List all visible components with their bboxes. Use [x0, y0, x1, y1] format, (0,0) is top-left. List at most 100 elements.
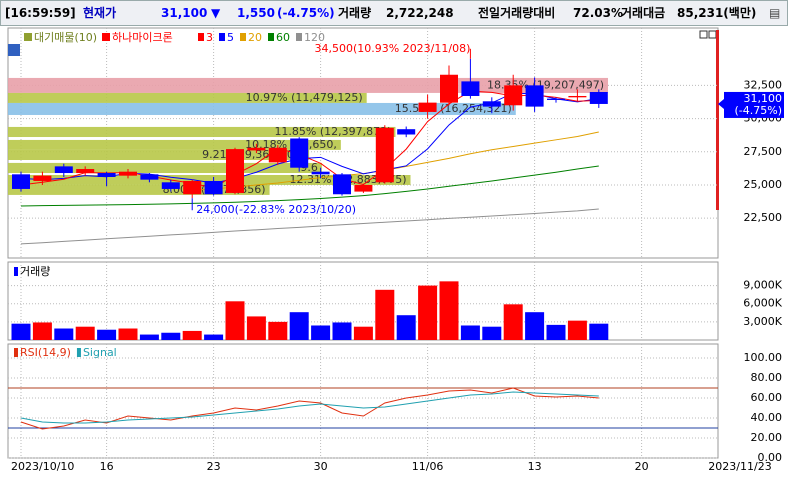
volume-bar [311, 325, 331, 340]
candle-body [247, 147, 266, 151]
y-tick-label: 25,000 [744, 178, 783, 191]
y-tick-label: 20.00 [751, 431, 783, 444]
profile-label: 11.85% (12,397,873) [274, 125, 391, 138]
y-tick-label: 6,000K [743, 297, 782, 310]
price: 31,100 [161, 6, 208, 20]
y-tick-label: 80.00 [751, 371, 783, 384]
volume-bar [139, 334, 159, 340]
candle-body [311, 171, 330, 175]
moving-average [20, 208, 599, 245]
candle-body [418, 102, 437, 112]
volume-bar [268, 321, 288, 340]
legend-box [240, 33, 246, 41]
volume-bar [332, 322, 352, 340]
price-label: 현재가 [83, 6, 117, 20]
legend-box [219, 33, 225, 41]
legend-rsi: RSI(14,9) [20, 346, 71, 359]
x-tick-label: 20 [635, 460, 649, 473]
price-tag-change: (-4.75%) [735, 104, 783, 117]
candle-body [161, 182, 180, 189]
menu-icon[interactable]: ▤ [769, 6, 781, 20]
volume-bar [11, 323, 31, 340]
x-tick-label: 13 [528, 460, 542, 473]
volume-bar [567, 320, 587, 340]
candle-body [204, 180, 223, 195]
moving-average [192, 131, 599, 191]
candle-body [268, 147, 287, 163]
profile-band [8, 175, 411, 185]
change-pct: (-4.75%) [277, 6, 335, 20]
volume-bar [32, 322, 52, 340]
volume-bar [118, 328, 138, 340]
candle-body [226, 149, 244, 193]
profile-label: 10.97% (11,479,125) [246, 91, 363, 104]
legend-entry: 5 [227, 31, 234, 44]
profile-band [8, 102, 516, 115]
volume: 2,722,248 [386, 6, 454, 20]
candle-body [589, 92, 608, 104]
prev-label: 전일거래량대비 [478, 6, 556, 20]
candle-body [97, 173, 116, 177]
candle-body [76, 169, 95, 174]
volume-bar [589, 323, 609, 340]
rsi-line [20, 391, 599, 424]
price-tag [724, 91, 784, 118]
candle-body [12, 174, 30, 189]
volume-bar [161, 332, 181, 340]
annotation: 34,500(10.93% 2023/11/08) [314, 42, 470, 55]
panel-button[interactable] [699, 30, 708, 39]
profile-band [8, 92, 367, 103]
candle-body [33, 175, 52, 181]
volume-bar [525, 312, 545, 340]
legend-entry: 120 [304, 31, 325, 44]
legend-entry: 20 [248, 31, 262, 44]
profile-band [8, 184, 270, 195]
price-tag-label: 31,100 [744, 92, 783, 105]
profile-band [8, 149, 310, 160]
candle-body [119, 171, 137, 176]
y-tick-label: 40.00 [751, 411, 783, 424]
candle-body [525, 85, 544, 107]
legend-box [296, 33, 302, 41]
candle-body [547, 98, 565, 100]
candle-body [568, 95, 587, 98]
volume-bar [503, 304, 523, 340]
y-tick-label: 9,000K [743, 279, 782, 292]
candle-body [482, 101, 501, 107]
candle-body [54, 166, 73, 174]
header-bar: [16:59:59] 현재가 31,100 ▼ 1,550 (-4.75%) 거… [0, 0, 788, 26]
x-end-label: 2023/11/23 [708, 460, 771, 473]
candle-body [397, 129, 416, 135]
volume-bar [546, 324, 566, 340]
x-tick-label: 30 [314, 460, 328, 473]
legend-box [14, 348, 18, 357]
candle-body [461, 81, 480, 96]
candle-body [183, 180, 202, 195]
annotation: 24,000(-22.83% 2023/10/20) [196, 203, 356, 216]
y-tick-label: 100.00 [744, 351, 783, 364]
legend-entry: 3 [206, 31, 213, 44]
profile-band [8, 126, 396, 138]
candle-body [440, 74, 458, 103]
candle-body [290, 138, 309, 168]
profile-band [8, 139, 341, 150]
volume-bar [225, 301, 245, 340]
volume-bar [204, 334, 224, 340]
legend-box [102, 33, 110, 41]
volume-bar [439, 281, 459, 340]
time: [16:59:59] [5, 6, 76, 20]
legend-box [24, 33, 32, 41]
y-tick-label: 60.00 [751, 391, 783, 404]
volume-label: 거래량 [338, 6, 372, 20]
legend-name: 하나마이크론 [112, 30, 173, 44]
amount: 85,231(백만) [677, 6, 757, 20]
volume-bar [375, 289, 395, 340]
volume-bar [182, 330, 202, 340]
legend-entry: 60 [276, 31, 290, 44]
y-tick-label: 22,500 [744, 211, 783, 224]
legend-volume: 거래량 [20, 265, 50, 278]
volume-bar [396, 315, 416, 340]
moving-average [20, 165, 599, 207]
